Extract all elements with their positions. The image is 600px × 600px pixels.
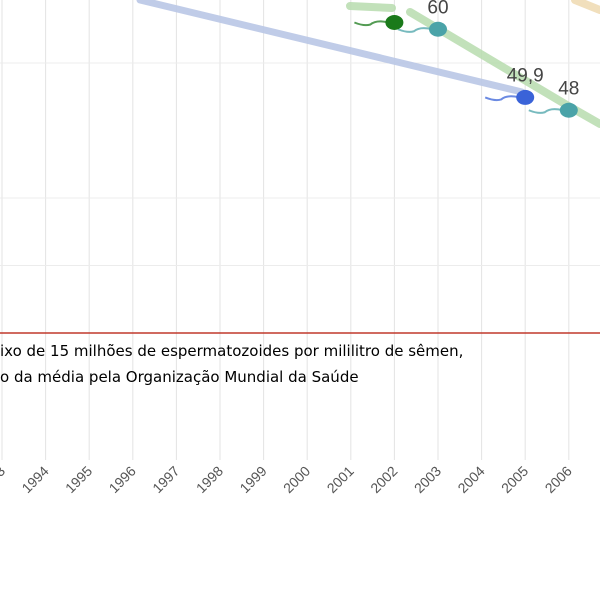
data-label-2003: 60	[427, 0, 448, 18]
point-2003	[429, 21, 447, 37]
point-2002	[385, 15, 404, 30]
x-tick-1998: 1998	[193, 463, 226, 496]
x-tick-2001: 2001	[324, 463, 357, 496]
threshold-annotation-line-2: o da média pela Organização Mundial da S…	[0, 368, 359, 386]
point-2005	[516, 89, 535, 105]
point-tail-2002	[354, 20, 389, 27]
data-points	[354, 15, 578, 118]
data-label-2006: 48	[558, 78, 579, 99]
x-tick-1996: 1996	[106, 463, 139, 496]
x-axis-ticks: 1993 1994 1995 1996 1997 1998 1999 2000 2001 2002…	[0, 463, 575, 496]
x-tick-1993: 1993	[0, 463, 8, 496]
point-tail-2003	[397, 27, 433, 33]
x-tick-2006: 2006	[542, 463, 575, 496]
x-tick-2003: 2003	[411, 463, 444, 496]
threshold-annotation-line-1: ixo de 15 milhões de espermatozoides por…	[0, 342, 464, 360]
grid	[0, 0, 600, 460]
series-line-green	[346, 2, 396, 12]
series-lines	[136, 0, 600, 128]
x-tick-2004: 2004	[454, 463, 487, 496]
series-line-orange	[571, 0, 600, 14]
x-tick-1995: 1995	[62, 463, 95, 496]
series-line-blue	[136, 0, 526, 96]
x-tick-2005: 2005	[498, 463, 531, 496]
x-tick-1997: 1997	[149, 463, 182, 496]
point-tail-2005	[484, 95, 520, 102]
x-tick-2002: 2002	[367, 463, 400, 496]
x-tick-1999: 1999	[236, 463, 269, 496]
point-tail-2006	[528, 108, 564, 114]
data-labels: 49,9 48 60	[427, 0, 579, 99]
data-label-2005: 49,9	[507, 65, 544, 86]
x-tick-2000: 2000	[280, 463, 313, 496]
x-tick-1994: 1994	[18, 463, 51, 496]
point-2006	[559, 102, 578, 118]
